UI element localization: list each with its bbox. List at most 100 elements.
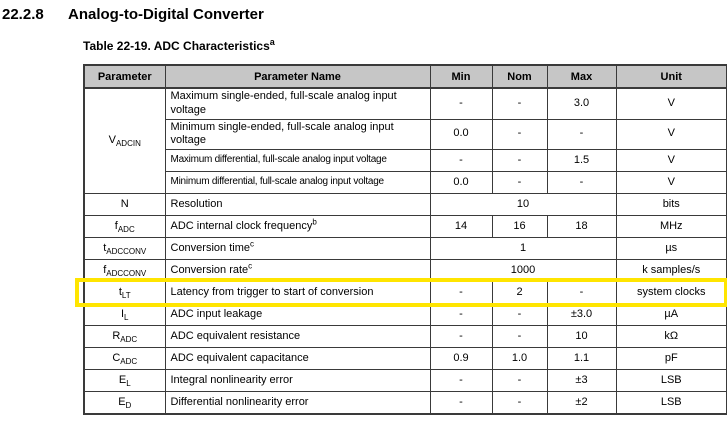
unit-cell: pF: [615, 347, 727, 370]
param-symbol-subscript: L: [124, 312, 129, 322]
param-symbol: N: [83, 193, 166, 216]
table-header: Parameter Parameter Name Min Nom Max Unit: [83, 64, 727, 89]
max-cell: 1.5: [546, 149, 617, 172]
param-symbol: fADC: [83, 215, 166, 238]
param-name-cell: Conversion ratec: [164, 259, 431, 282]
param-name-cell: Conversion timec: [164, 237, 431, 260]
table-row: RADC ADC equivalent resistance - -10 kΩ: [83, 325, 727, 348]
param-name-cell: ADC internal clock frequencyb: [164, 215, 431, 238]
footnote-marker: c: [248, 260, 253, 270]
unit-cell: V: [615, 171, 727, 194]
table-caption-footnote-marker: a: [269, 37, 275, 47]
min-cell: -: [429, 303, 493, 326]
min-cell: -: [429, 369, 493, 392]
table-caption-text: Table 22-19. ADC Characteristics: [83, 39, 270, 53]
param-symbol: CADC: [83, 347, 166, 370]
nom-cell: 16: [491, 215, 548, 238]
param-name-cell: ADC equivalent resistance: [164, 325, 431, 348]
footnote-marker: b: [312, 216, 317, 226]
table-row: Minimum differential, full-scale analog …: [84, 171, 727, 194]
table-caption: Table 22-19. ADC Characteristicsa: [83, 37, 275, 54]
unit-cell: k samples/s: [615, 259, 727, 282]
min-cell: 0.0: [429, 118, 493, 150]
nom-cell: -: [491, 325, 548, 348]
min-cell: 0.9: [429, 347, 493, 370]
max-cell: -: [546, 118, 617, 150]
nom-cell: -: [491, 149, 548, 172]
col-header-parameter: Parameter: [83, 64, 166, 89]
param-name-cell: Minimum single-ended, full-scale analog …: [164, 118, 431, 150]
table-row: CADC ADC equivalent capacitance 0.9 1.0 1.1 p…: [83, 347, 727, 370]
unit-cell: V: [615, 87, 727, 120]
adc-characteristics-table: Parameter Parameter Name Min Nom Max Unit VAD…: [75, 64, 727, 415]
table-row: ED Differential nonlinearity error - - ±2 LSB: [83, 391, 727, 415]
table-row: VADCIN Maximum single-ended, full-scale a…: [83, 87, 727, 194]
param-symbol: fADCCONV: [83, 259, 166, 282]
nom-cell: -: [491, 171, 548, 194]
max-cell: ±3.0: [546, 303, 617, 326]
param-symbol: EL: [83, 369, 166, 392]
min-cell: -: [429, 87, 493, 120]
table-row: tLT Latency from trigger to start of conv…: [83, 281, 727, 304]
col-header-nom: Nom: [491, 64, 548, 89]
unit-cell: system clocks: [615, 281, 727, 304]
param-name-cell: Integral nonlinearity error: [164, 369, 431, 392]
param-symbol: ED: [83, 391, 166, 415]
col-header-max: Max: [546, 64, 617, 89]
unit-cell: V: [615, 118, 727, 150]
param-symbol-subscript: D: [125, 400, 132, 410]
section-number: 22.2.8: [2, 6, 44, 23]
nom-cell: -: [491, 118, 548, 150]
min-cell: 0.0: [429, 171, 493, 194]
max-cell: ±3: [546, 369, 617, 392]
param-name-cell: Maximum differential, full-scale analog …: [164, 149, 431, 172]
section-heading: 22.2.8 Analog-to-Digital Converter: [2, 6, 264, 23]
nom-cell: 2: [491, 281, 548, 304]
max-cell: ±2: [546, 391, 617, 415]
col-header-min: Min: [429, 64, 493, 89]
max-cell: 18: [546, 215, 617, 238]
table-row: Maximum differential, full-scale analog …: [84, 149, 727, 172]
unit-cell: kΩ: [615, 325, 727, 348]
param-symbol-subscript: ADC: [120, 334, 138, 344]
table-row: Minimum single-ended, full-scale analog …: [84, 118, 727, 150]
max-cell: 1.1: [546, 347, 617, 370]
min-cell: -: [429, 325, 493, 348]
unit-cell: µA: [615, 303, 727, 326]
value-cell-span: 10: [429, 193, 617, 216]
table-row: N Resolution 10 bits: [83, 193, 727, 216]
value-cell-span: 1: [429, 237, 617, 260]
unit-cell: LSB: [615, 369, 727, 392]
param-name-cell: Maximum single-ended, full-scale analog …: [164, 87, 431, 120]
param-symbol: VADCIN: [83, 87, 166, 194]
param-symbol-subscript: ADC: [120, 356, 138, 366]
value-cell-span: 1000: [429, 259, 617, 282]
param-symbol-subscript: ADCCONV: [106, 268, 147, 278]
unit-cell: MHz: [615, 215, 727, 238]
param-symbol-subscript: L: [126, 378, 131, 388]
param-name-cell: Minimum differential, full-scale analog …: [164, 171, 431, 194]
nom-cell: -: [491, 303, 548, 326]
param-name-cell: ADC equivalent capacitance: [164, 347, 431, 370]
param-symbol-subscript: ADCIN: [115, 139, 141, 149]
min-cell: -: [429, 149, 493, 172]
max-cell: -: [546, 281, 617, 304]
min-cell: -: [429, 391, 493, 415]
footnote-marker: c: [249, 238, 254, 248]
nom-cell: -: [491, 369, 548, 392]
table-row: EL Integral nonlinearity error - - ±3 LSB: [83, 369, 727, 392]
data-table: Parameter Parameter Name Min Nom Max Unit VAD…: [83, 64, 727, 415]
max-cell: 10: [546, 325, 617, 348]
unit-cell: LSB: [615, 391, 727, 415]
min-cell: 14: [429, 215, 493, 238]
param-symbol: IL: [83, 303, 166, 326]
unit-cell: V: [615, 149, 727, 172]
param-symbol-subscript: ADC: [117, 224, 135, 234]
table-row: IL ADC input leakage - - ±3.0 µA: [83, 303, 727, 326]
param-symbol-subscript: LT: [121, 290, 131, 300]
param-symbol: RADC: [83, 325, 166, 348]
col-header-parameter-name: Parameter Name: [164, 64, 431, 89]
table-row: tADCCONV Conversion timec 1 µs: [83, 237, 727, 260]
max-cell: 3.0: [546, 87, 617, 120]
